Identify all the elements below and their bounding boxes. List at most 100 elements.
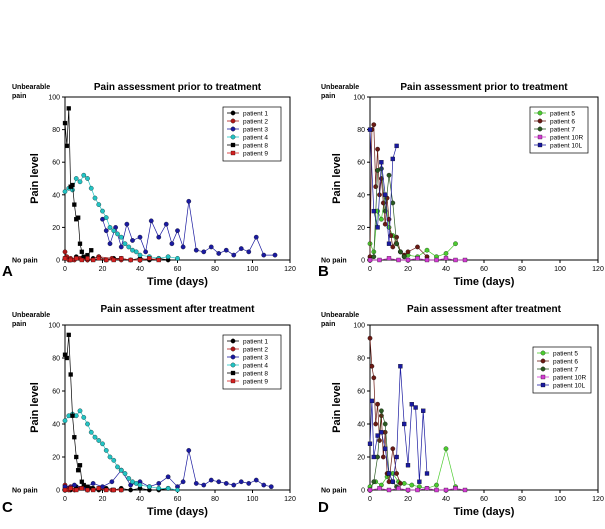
data-point [156, 485, 162, 491]
data-point [111, 457, 117, 463]
data-point [367, 127, 373, 132]
no-pain-label: No pain [321, 488, 347, 495]
data-point [246, 481, 252, 486]
y-tick-label: 40 [357, 192, 365, 199]
data-point [238, 246, 244, 251]
data-point [208, 477, 214, 483]
data-point [390, 200, 396, 206]
x-tick-label: 100 [247, 266, 259, 273]
y-tick-label: 60 [357, 160, 365, 167]
series-patient-10R [367, 486, 468, 493]
x-axis-label: Time (days) [147, 276, 208, 288]
chart-title: Pain assessment prior to treatment [94, 82, 262, 93]
legend-marker [537, 142, 543, 148]
data-point [73, 413, 79, 419]
data-point [111, 487, 116, 493]
y-tick-label: 80 [357, 356, 365, 363]
data-point [74, 256, 79, 261]
data-point [180, 479, 186, 485]
legend-label: patient 9 [243, 150, 268, 157]
data-point [68, 486, 73, 491]
legend-marker [230, 134, 236, 140]
data-point [111, 257, 116, 263]
data-point [62, 189, 68, 194]
data-point [453, 257, 458, 263]
data-point [208, 244, 214, 250]
series-line [369, 129, 397, 244]
legend-marker [230, 110, 236, 116]
data-point [62, 120, 68, 126]
data-point [72, 482, 77, 488]
data-point [216, 479, 222, 485]
data-point [405, 257, 411, 263]
no-pain-label: No pain [12, 258, 38, 265]
data-point [246, 249, 252, 255]
data-point [74, 454, 79, 460]
data-point [96, 438, 102, 443]
legend-label: patient 9 [243, 378, 268, 385]
data-point [137, 234, 143, 240]
data-point [79, 486, 85, 491]
data-point [386, 172, 392, 178]
data-point [122, 241, 128, 247]
legend-marker [537, 126, 543, 132]
series-line [64, 410, 178, 491]
data-point [100, 484, 105, 490]
data-point [398, 364, 403, 369]
data-point [379, 216, 384, 222]
data-point [90, 257, 96, 263]
y-tick-label: 40 [357, 422, 365, 429]
x-tick-label: 120 [284, 266, 296, 273]
y-tick-label: 100 [48, 323, 60, 330]
unbearable-pain-label: Unbearable pain [321, 84, 359, 100]
data-point [383, 192, 388, 197]
legend-label: patient 3 [243, 126, 268, 133]
data-point [409, 402, 414, 407]
x-tick-label: 80 [518, 266, 526, 273]
chart-panel-D: Pain assessment after treatment 0 20 40 60 80… [318, 304, 604, 518]
data-point [104, 487, 109, 493]
data-point [156, 257, 161, 263]
data-point [367, 487, 373, 493]
legend-label: patient 7 [550, 126, 575, 133]
legend-marker [540, 374, 546, 380]
y-tick-label: 60 [52, 160, 60, 167]
no-pain-label: No pain [321, 258, 347, 265]
legend-label: patient 8 [243, 142, 268, 149]
x-tick-label: 0 [63, 496, 67, 503]
y-tick-label: 40 [52, 422, 60, 429]
y-tick-label: 60 [357, 389, 365, 396]
data-point [382, 221, 388, 227]
data-point [367, 441, 373, 446]
x-tick-label: 60 [480, 266, 488, 273]
data-point [443, 487, 449, 493]
data-point [377, 438, 382, 443]
data-point [369, 398, 375, 404]
data-point [424, 247, 430, 253]
data-point [118, 234, 124, 240]
data-point [107, 225, 113, 230]
data-point [72, 435, 77, 440]
series-patient-3 [100, 198, 278, 258]
data-point [66, 332, 71, 338]
x-tick-label: 80 [211, 496, 219, 503]
data-point [175, 256, 180, 261]
legend-label: patient 4 [243, 362, 268, 369]
data-point [133, 249, 139, 255]
data-point [434, 257, 439, 263]
data-point [390, 479, 395, 484]
legend-marker [230, 338, 236, 344]
data-point [369, 363, 375, 369]
data-point [156, 481, 162, 486]
x-tick-label: 100 [247, 496, 259, 503]
data-point [81, 172, 87, 178]
chart-title: Pain assessment prior to treatment [400, 82, 568, 93]
data-point [118, 467, 124, 473]
data-point [386, 241, 392, 246]
legend-label: patient 6 [550, 118, 575, 125]
data-point [268, 484, 274, 490]
x-tick-label: 60 [480, 496, 488, 503]
y-tick-label: 20 [357, 455, 365, 462]
data-point [434, 487, 439, 493]
